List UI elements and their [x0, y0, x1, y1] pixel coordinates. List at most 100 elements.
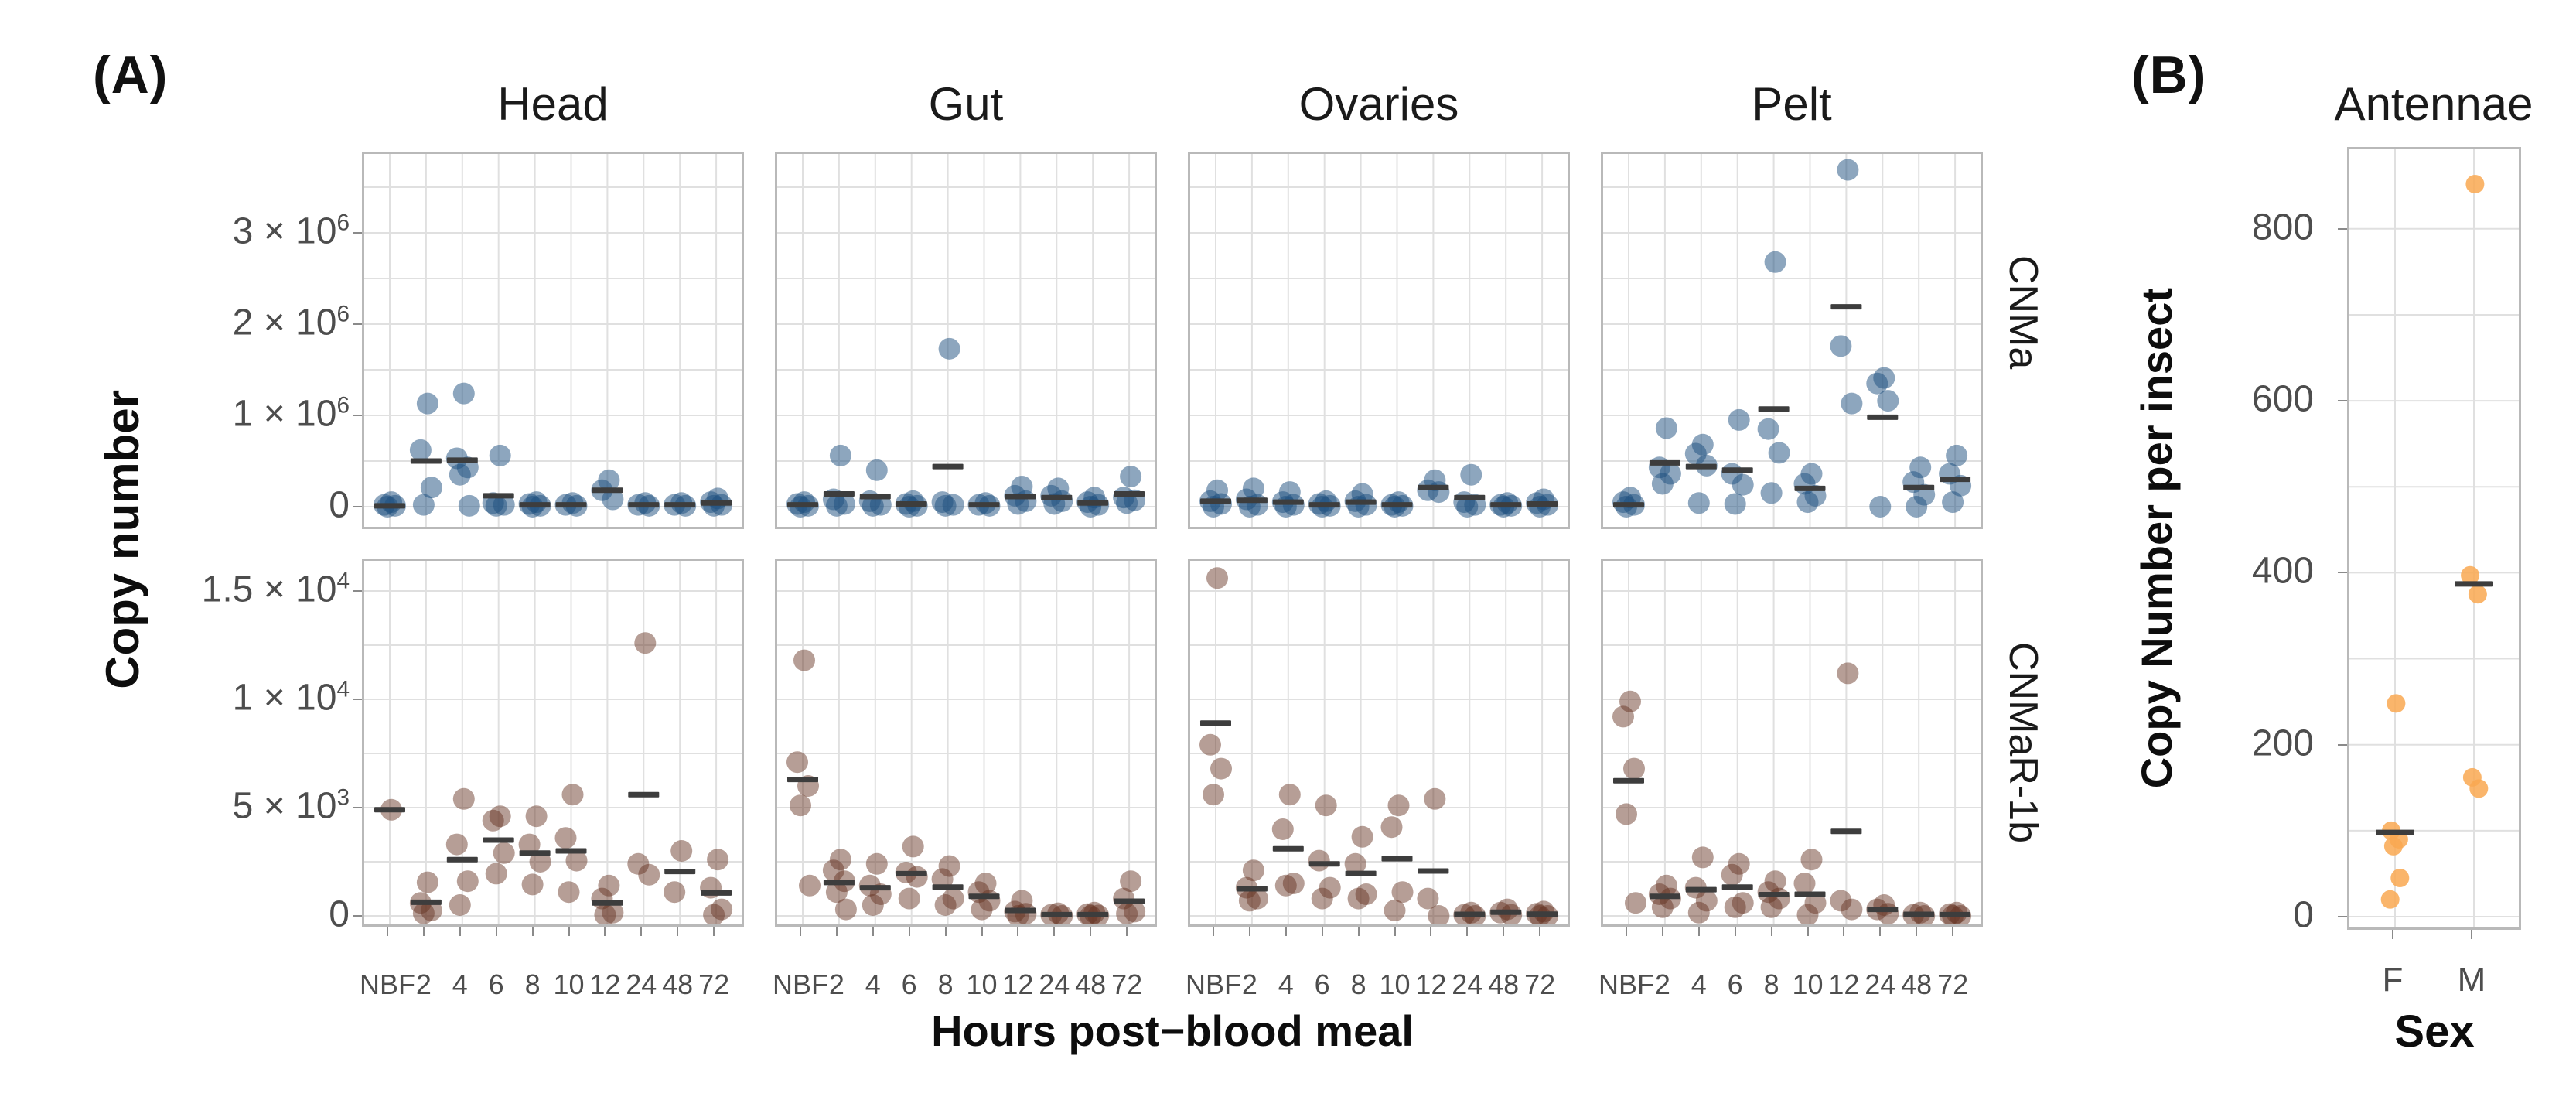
data-point — [1616, 803, 1637, 825]
data-point — [829, 849, 851, 871]
data-point — [521, 873, 544, 896]
xtick-mark — [872, 927, 874, 936]
b-ytick-mark — [2338, 400, 2347, 402]
mean-bar — [1685, 886, 1717, 893]
mean-bar — [787, 777, 818, 783]
mean-bar — [1527, 911, 1558, 917]
xtick-head-10: 10 — [553, 968, 585, 1000]
data-point — [1760, 482, 1783, 504]
mean-bar — [1114, 898, 1145, 904]
data-point — [1877, 390, 1899, 412]
xtick-mark — [422, 927, 425, 936]
data-point — [1274, 496, 1297, 518]
mean-bar — [1794, 485, 1826, 491]
data-point — [971, 898, 993, 921]
data-point — [598, 874, 620, 897]
facet-panel-ovaries-cnma — [1188, 152, 1570, 529]
ytick-cnma-1000000: 1 × 106 — [232, 392, 350, 435]
data-point — [1424, 787, 1446, 810]
data-point — [1830, 890, 1852, 912]
b-x-axis-title: Sex — [2394, 1006, 2475, 1057]
data-point — [934, 494, 957, 517]
mean-bar — [1867, 907, 1899, 913]
panel-a-label: (A) — [93, 46, 169, 104]
ytick-mark — [353, 323, 362, 325]
mean-bar — [483, 493, 514, 499]
xtick-mark — [1661, 927, 1663, 936]
data-point — [525, 805, 548, 828]
b-ytick-200: 200 — [2251, 722, 2314, 764]
data-point — [449, 463, 471, 486]
data-point — [1651, 896, 1674, 918]
ytick-mark — [353, 506, 362, 507]
mean-bar — [1041, 911, 1073, 917]
data-point — [449, 894, 471, 916]
xtick-pelt-4: 4 — [1691, 968, 1707, 1000]
mean-bar — [410, 458, 442, 464]
mean-bar — [1903, 484, 1935, 490]
data-point — [518, 833, 541, 856]
panel-antennae — [2347, 147, 2521, 930]
facet-panel-gut-cnma-canvas — [777, 154, 1155, 527]
xtick-pelt-72: 72 — [1937, 968, 1969, 1000]
mean-bar — [592, 900, 623, 906]
ytick-mark — [353, 590, 362, 592]
xtick-mark — [1770, 927, 1772, 936]
mean-bar — [1454, 911, 1486, 917]
xtick-mark — [1843, 927, 1845, 936]
facet-panel-ovaries-cnmar-1b — [1188, 559, 1570, 927]
xtick-gut-8: 8 — [937, 968, 954, 1000]
mean-bar — [1830, 304, 1862, 310]
facet-panel-head-cnmar-1b — [362, 559, 744, 927]
mean-bar — [1005, 907, 1036, 914]
mean-bar — [1200, 720, 1231, 726]
xtick-mark — [387, 927, 388, 936]
panel-b-label: (B) — [2131, 46, 2207, 104]
data-point — [1760, 896, 1783, 918]
xtick-ovaries-10: 10 — [1379, 968, 1411, 1000]
ytick-cnmar-1b-15000: 1.5 × 104 — [201, 568, 350, 610]
data-point — [1210, 757, 1232, 780]
xtick-mark — [1357, 927, 1360, 936]
xtick-gut-48: 48 — [1075, 968, 1107, 1000]
data-point — [1623, 757, 1645, 780]
data-point — [1869, 496, 1892, 518]
data-point — [1877, 903, 1899, 924]
xtick-gut-2: 2 — [828, 968, 844, 1000]
xtick-pelt-NBF: NBF — [1598, 968, 1654, 1000]
data-point — [529, 851, 551, 873]
data-point — [703, 494, 725, 517]
data-point — [452, 787, 475, 810]
mean-bar — [896, 870, 927, 876]
mean-bar — [2455, 581, 2493, 587]
mean-bar — [823, 490, 855, 497]
data-point — [412, 902, 435, 924]
data-point — [1724, 493, 1746, 515]
facet-title-head: Head — [497, 78, 609, 130]
facet-panel-gut-cnma — [775, 152, 1157, 529]
mean-bar — [1381, 856, 1413, 862]
data-point — [942, 887, 964, 910]
data-point — [2390, 868, 2410, 887]
xtick-mark — [1394, 927, 1396, 936]
data-point — [1242, 859, 1264, 882]
data-point — [565, 849, 588, 872]
data-point — [1124, 900, 1146, 923]
xtick-pelt-2: 2 — [1654, 968, 1670, 1000]
mean-bar — [592, 487, 623, 494]
xtick-mark — [1248, 927, 1250, 936]
data-point — [1417, 887, 1439, 910]
mean-bar — [1077, 500, 1109, 506]
x-axis-title: Hours post−blood meal — [931, 1006, 1414, 1055]
mean-bar — [1758, 892, 1790, 898]
mean-bar — [1200, 498, 1231, 504]
data-point — [862, 894, 884, 916]
xtick-mark — [459, 927, 461, 936]
xtick-mark — [1916, 927, 1918, 936]
b-ytick-mark — [2338, 916, 2347, 917]
mean-bar — [1490, 909, 1522, 915]
data-point — [452, 382, 475, 405]
data-point — [1724, 896, 1746, 918]
xtick-mark — [495, 927, 497, 936]
xtick-gut-24: 24 — [1039, 968, 1070, 1000]
